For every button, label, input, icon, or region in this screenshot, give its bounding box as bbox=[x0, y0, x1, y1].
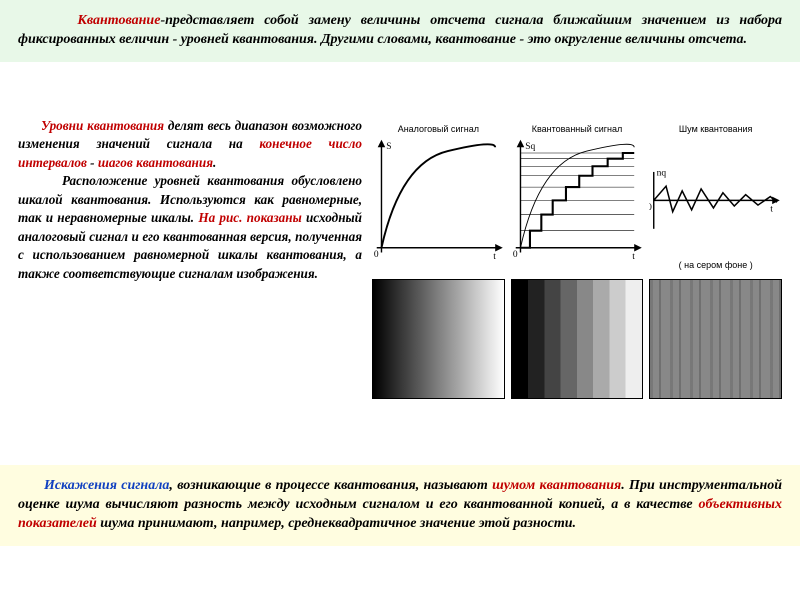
levels-paragraph: Уровни квантования делят весь диапазон в… bbox=[18, 117, 362, 172]
body-block: Уровни квантования делят весь диапазон в… bbox=[0, 105, 800, 475]
svg-text:t: t bbox=[771, 205, 774, 215]
axis-y-label: S bbox=[386, 142, 391, 152]
svg-text:t: t bbox=[632, 252, 635, 262]
term-quantization: Квантование bbox=[77, 13, 160, 28]
fig-quantized-title: Квантованный сигнал bbox=[511, 123, 644, 135]
fig-analog: Аналоговый сигнал S t 0 bbox=[372, 123, 505, 273]
gradient-row bbox=[372, 279, 782, 399]
fig-noise-caption: ( на сером фоне ) bbox=[649, 259, 782, 271]
gradient-analog bbox=[372, 279, 505, 399]
axis-x-label: t bbox=[493, 252, 496, 262]
scales-paragraph: Расположение уровней квантования обуслов… bbox=[18, 172, 362, 283]
distortion-paragraph: Искажения сигнала, возникающие в процесс… bbox=[18, 477, 782, 534]
line-plots-row: Аналоговый сигнал S t 0 Квантованный сиг… bbox=[372, 123, 782, 273]
svg-text:Sq: Sq bbox=[525, 142, 535, 152]
footer-block: Искажения сигнала, возникающие в процесс… bbox=[0, 465, 800, 546]
fig-noise: Шум квантования nq t 0 ( на сером фоне ) bbox=[649, 123, 782, 273]
body-text-column: Уровни квантования делят весь диапазон в… bbox=[18, 117, 362, 463]
gradient-quantized bbox=[511, 279, 644, 399]
fig-quantized: Квантованный сигнал Sq t 0 bbox=[511, 123, 644, 273]
fig-analog-title: Аналоговый сигнал bbox=[372, 123, 505, 135]
svg-text:0: 0 bbox=[649, 203, 652, 213]
svg-text:nq: nq bbox=[657, 169, 667, 179]
gradient-noise bbox=[649, 279, 782, 399]
intro-paragraph: Квантование-представляет собой замену ве… bbox=[18, 12, 782, 50]
fig-noise-title: Шум квантования bbox=[649, 123, 782, 135]
svg-text:0: 0 bbox=[513, 250, 518, 260]
intro-block: Квантование-представляет собой замену ве… bbox=[0, 0, 800, 62]
figures-column: Аналоговый сигнал S t 0 Квантованный сиг… bbox=[372, 117, 782, 463]
svg-text:0: 0 bbox=[374, 250, 379, 260]
